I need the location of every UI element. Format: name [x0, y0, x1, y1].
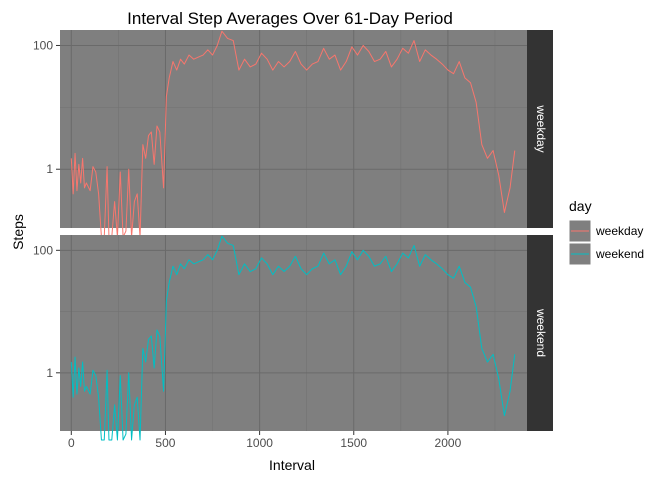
- x-tick-label: 2000: [435, 436, 462, 450]
- strip-weekend-bg: [527, 235, 553, 431]
- x-tick-label: 1500: [340, 436, 367, 450]
- chart-title: Interval Step Averages Over 61-Day Perio…: [127, 9, 453, 28]
- x-tick-label: 0: [68, 436, 75, 450]
- y-tick-label: 1: [46, 162, 53, 176]
- legend-title: day: [569, 198, 592, 214]
- y-axis-weekday: 1 100: [33, 38, 60, 176]
- strip-weekend-label: weekend: [534, 308, 548, 357]
- y-axis-weekend: 1 100: [33, 243, 60, 380]
- legend-label-weekend: weekend: [595, 247, 644, 261]
- legend: day weekday weekend: [568, 198, 644, 266]
- series-line-weekend: [70, 235, 516, 441]
- x-axis-label: Interval: [269, 457, 315, 473]
- y-tick-label: 100: [33, 38, 53, 52]
- legend-label-weekday: weekday: [595, 224, 643, 238]
- panel-weekend: [60, 235, 527, 441]
- y-axis-label: Steps: [10, 214, 26, 250]
- panel-background: [60, 30, 527, 228]
- strip-weekday-bg: [527, 30, 553, 228]
- x-tick-label: 1000: [246, 436, 273, 450]
- strip-weekday-label: weekday: [534, 104, 548, 152]
- x-tick-label: 500: [155, 436, 175, 450]
- panel-background: [60, 235, 527, 431]
- legend-entry-weekday: weekday: [568, 219, 643, 243]
- x-axis: 0 500 1000 1500 2000: [68, 431, 462, 450]
- legend-entry-weekend: weekend: [568, 242, 644, 266]
- y-tick-label: 1: [46, 366, 53, 380]
- panel-weekday: [60, 30, 527, 238]
- y-tick-label: 100: [33, 243, 53, 257]
